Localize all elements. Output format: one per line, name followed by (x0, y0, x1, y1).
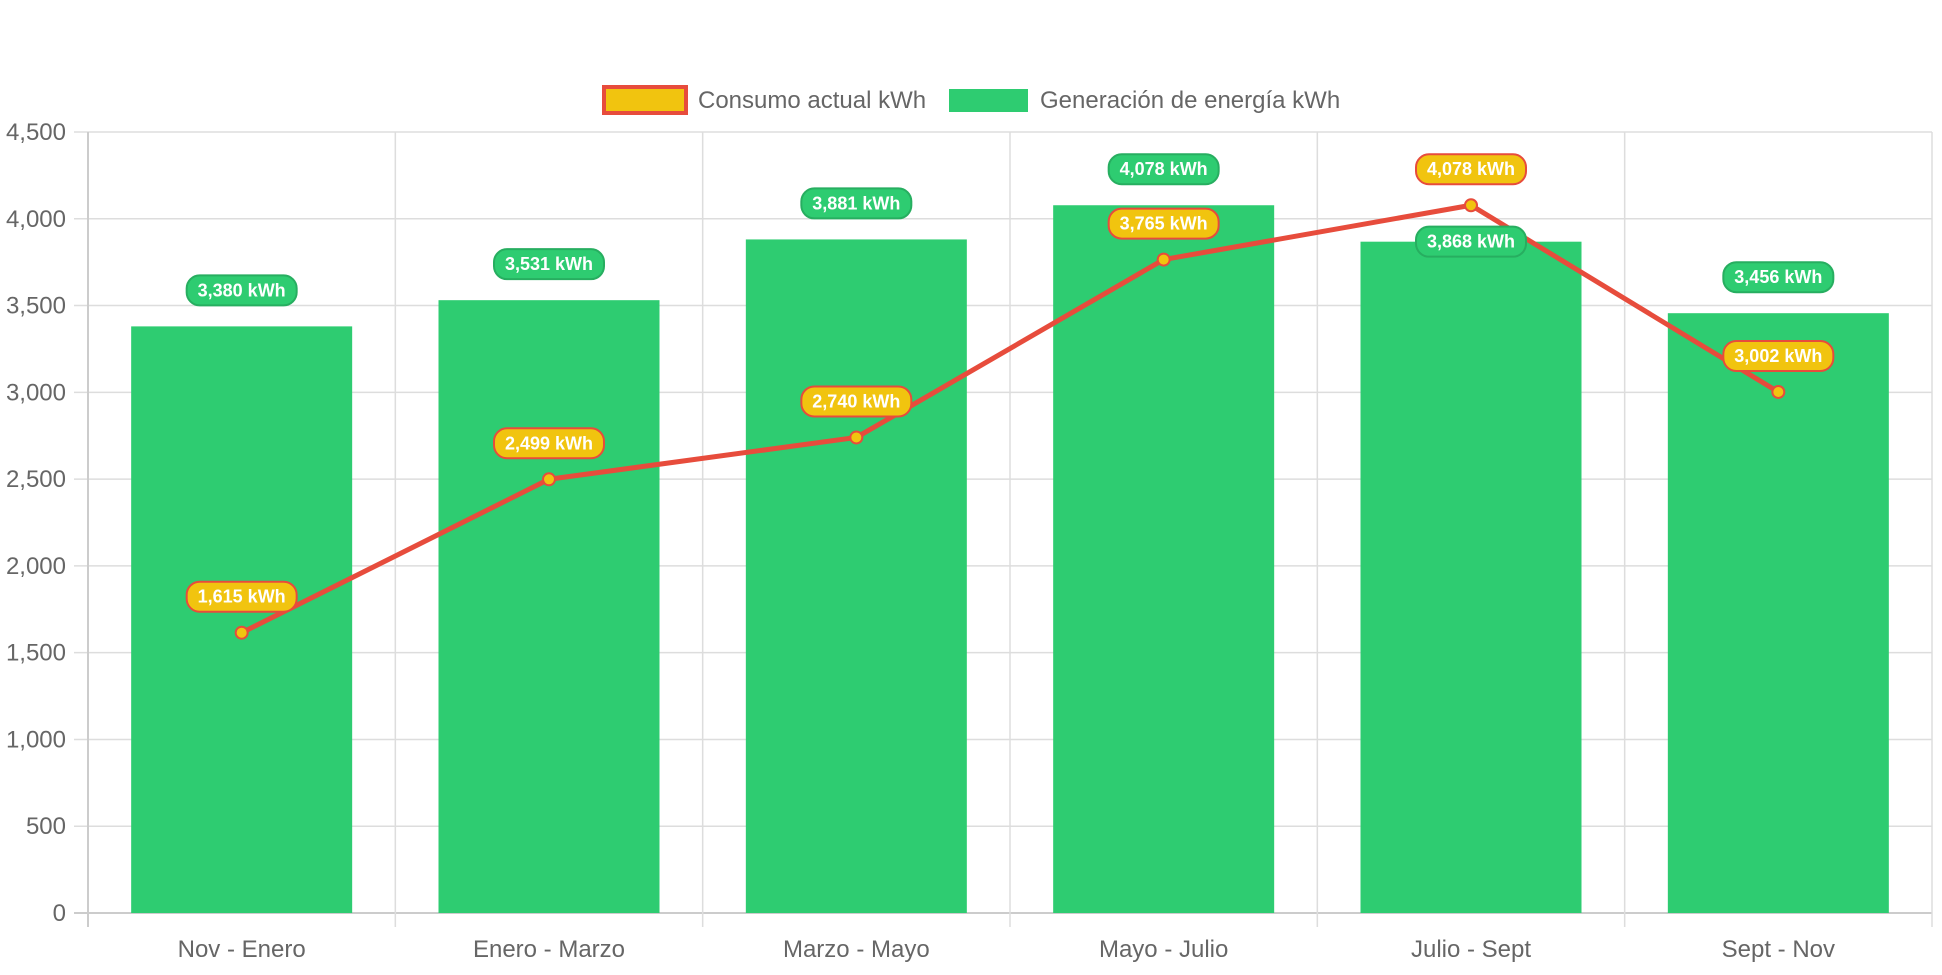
line-data-label: 1,615 kWh (185, 580, 298, 613)
line-data-label: 2,740 kWh (800, 385, 913, 418)
legend: Consumo actual kWh Generación de energía… (602, 85, 1340, 115)
bar[interactable] (1667, 313, 1889, 913)
line-data-label-text: 1,615 kWh (198, 587, 286, 607)
x-tick-label: Mayo - Julio (1099, 936, 1228, 963)
y-tick-label: 3,500 (6, 293, 66, 320)
y-tick-label: 4,500 (6, 119, 66, 146)
bar-data-label-bg (493, 248, 605, 281)
x-tick-label: Julio - Sept (1411, 936, 1531, 963)
y-tick-label: 3,000 (6, 379, 66, 406)
bar-data-label-text: 3,456 kWh (1734, 267, 1822, 287)
line-data-label-text: 3,765 kWh (1120, 214, 1208, 234)
line-data-label-bg (1415, 153, 1527, 186)
line-data-label-text: 3,002 kWh (1734, 346, 1822, 366)
data-labels: 1,615 kWh 2,499 kWh 2,740 kWh 3,765 kWh 4,07… (185, 153, 1835, 613)
bar-data-label: 3,531 kWh (493, 248, 605, 281)
y-tick-label: 2,000 (6, 553, 66, 580)
line-point[interactable] (1156, 252, 1171, 267)
x-axis-ticks: Nov - Enero Enero - Marzo Marzo - Mayo Mayo… (178, 936, 1835, 963)
bar[interactable] (1360, 241, 1582, 913)
y-tick-label: 1,500 (6, 640, 66, 667)
line-data-label: 3,765 kWh (1107, 207, 1220, 240)
bar[interactable] (438, 300, 660, 914)
legend-item-generacion[interactable]: Generación de energía kWh (949, 87, 1340, 114)
line-data-label-bg (1107, 207, 1220, 240)
y-tick-label: 500 (26, 813, 66, 840)
y-tick-label: 0 (53, 900, 66, 927)
bar-data-label: 3,881 kWh (800, 187, 913, 220)
line-data-label: 2,499 kWh (493, 427, 605, 460)
bar-data-label-bg (800, 187, 913, 220)
y-tick-label: 4,000 (6, 206, 66, 233)
bar-data-label-bg (1107, 153, 1220, 186)
bar-series (131, 205, 1889, 914)
legend-swatch-consumo (602, 85, 688, 115)
line-data-label-bg (185, 580, 298, 613)
line-data-label-bg (800, 385, 913, 418)
line-data-label: 4,078 kWh (1415, 153, 1527, 186)
line-data-label-text: 2,740 kWh (812, 391, 900, 411)
line-point[interactable] (1464, 198, 1478, 213)
x-tick-label: Marzo - Mayo (783, 936, 930, 963)
bar[interactable] (745, 239, 967, 913)
bar-data-label: 3,456 kWh (1722, 261, 1835, 294)
bar-data-label-text: 3,380 kWh (198, 280, 286, 300)
line-point[interactable] (1771, 384, 1786, 399)
legend-item-consumo[interactable]: Consumo actual kWh (602, 85, 926, 115)
legend-swatch-generacion (949, 89, 1028, 112)
bar-data-label: 3,380 kWh (185, 274, 298, 307)
x-tick-label: Sept - Nov (1722, 936, 1835, 963)
line-data-label-text: 4,078 kWh (1427, 159, 1515, 179)
line-data-label: 3,002 kWh (1722, 339, 1835, 372)
bar-data-label: 4,078 kWh (1107, 153, 1220, 186)
bar-data-label: 3,868 kWh (1415, 225, 1527, 258)
line-point[interactable] (849, 430, 864, 445)
y-axis-ticks: 0 500 1,000 1,500 2,000 2,500 3,000 3,500 4,000 4… (6, 119, 66, 927)
legend-label-consumo: Consumo actual kWh (698, 87, 926, 114)
line-data-label-bg (493, 427, 605, 460)
y-tick-label: 2,500 (6, 466, 66, 493)
bar-data-label-bg (1722, 261, 1835, 294)
x-tick-label: Nov - Enero (178, 936, 306, 963)
y-tick-label: 1,000 (6, 726, 66, 753)
x-tick-label: Enero - Marzo (473, 936, 625, 963)
bar[interactable] (131, 326, 353, 914)
bar-data-label-text: 3,531 kWh (505, 254, 593, 274)
legend-label-generacion: Generación de energía kWh (1040, 87, 1340, 114)
bar-data-label-bg (1415, 225, 1527, 258)
grid-lines (74, 131, 1933, 927)
bar-data-label-text: 3,868 kWh (1427, 232, 1515, 252)
bar[interactable] (1053, 205, 1275, 913)
bar-data-label-text: 3,881 kWh (812, 193, 900, 213)
bar-data-label-text: 4,078 kWh (1120, 159, 1208, 179)
line-point[interactable] (542, 472, 556, 487)
line-point[interactable] (234, 625, 249, 640)
bar-data-label-bg (185, 274, 298, 307)
line-data-label-text: 2,499 kWh (505, 433, 593, 453)
line-data-label-bg (1722, 339, 1835, 372)
